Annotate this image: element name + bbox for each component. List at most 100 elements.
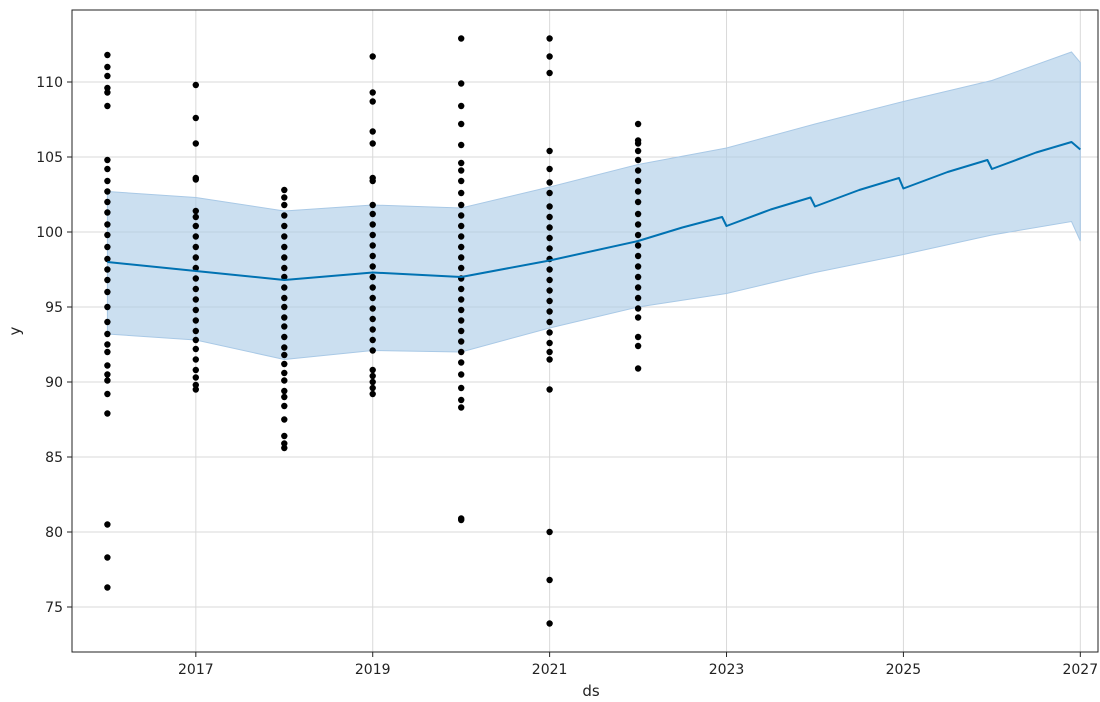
observed-point: [458, 80, 465, 87]
observed-point: [281, 314, 288, 321]
observed-point: [458, 515, 465, 522]
observed-point: [281, 344, 288, 351]
observed-point: [104, 288, 111, 296]
observed-point: [546, 620, 553, 627]
observed-point: [546, 356, 553, 363]
observed-point: [634, 284, 642, 291]
observed-point: [104, 177, 111, 185]
observed-point: [192, 81, 199, 89]
observed-point: [281, 222, 288, 230]
y-axis-title: y: [6, 326, 24, 335]
observed-point: [458, 177, 465, 185]
observed-point: [546, 339, 553, 347]
observed-point: [634, 365, 642, 372]
observed-point: [458, 338, 465, 345]
observed-point: [458, 371, 465, 378]
x-tick-label: 2027: [1062, 662, 1098, 678]
observed-point: [281, 233, 288, 240]
y-tick-label: 75: [45, 600, 63, 616]
observed-point: [369, 372, 376, 380]
observed-point: [369, 336, 376, 344]
x-tick-label: 2017: [178, 662, 214, 678]
observed-point: [546, 287, 553, 294]
observed-point: [546, 213, 553, 221]
observed-point: [192, 381, 199, 389]
observed-point: [104, 348, 111, 356]
observed-point: [458, 159, 465, 167]
observed-point: [369, 315, 376, 323]
observed-point: [546, 528, 553, 536]
observed-point: [369, 231, 376, 239]
forecast-line: [107, 141, 1081, 281]
x-ticks: 2017 2019 2021 2023 2025 2027: [178, 652, 1098, 678]
observed-point: [281, 201, 288, 209]
observed-point: [458, 306, 465, 314]
observed-point: [369, 53, 376, 60]
observed-point: [369, 221, 376, 228]
observed-point: [104, 165, 111, 173]
observed-point: [281, 243, 288, 251]
observed-point: [634, 263, 642, 270]
observed-point: [192, 222, 199, 230]
observed-point: [281, 402, 288, 410]
observed-point: [634, 177, 642, 185]
observed-point: [369, 174, 376, 182]
observed-point: [104, 410, 111, 417]
observed-point: [281, 273, 288, 281]
observed-point: [369, 263, 376, 270]
observed-point: [458, 327, 465, 335]
observed-point: [634, 120, 642, 128]
observed-point: [104, 330, 111, 338]
observed-point: [369, 378, 376, 386]
y-tick-label: 100: [36, 225, 63, 241]
observed-point: [369, 326, 376, 333]
observed-point: [369, 294, 376, 302]
observed-point: [634, 252, 642, 260]
observed-point: [192, 233, 199, 240]
y-tick-label: 80: [45, 525, 63, 541]
observed-point: [458, 120, 465, 128]
observed-point: [104, 276, 111, 284]
y-ticks: 75 80 85 90 95 100 105 110: [36, 75, 72, 616]
observed-point: [192, 327, 199, 335]
observed-point: [104, 341, 111, 348]
observed-point: [458, 317, 465, 324]
observed-point: [192, 207, 199, 215]
x-tick-label: 2019: [355, 662, 391, 678]
observed-point: [634, 167, 642, 174]
observed-point: [104, 318, 111, 326]
observed-point: [369, 98, 376, 105]
observed-point: [458, 285, 465, 293]
observed-point: [281, 440, 288, 447]
observed-point: [546, 147, 553, 155]
observed-point: [104, 72, 111, 80]
observed-point: [104, 584, 111, 591]
y-tick-label: 105: [36, 150, 63, 166]
observed-point: [281, 323, 288, 330]
observed-point: [546, 386, 553, 393]
observed-point: [192, 317, 199, 324]
observed-point: [104, 303, 111, 311]
observed-point: [634, 294, 642, 302]
observed-point: [192, 336, 199, 344]
observed-point: [192, 345, 199, 353]
observed-point: [192, 275, 199, 282]
observed-point: [369, 347, 376, 354]
observed-point: [281, 377, 288, 384]
observed-point: [104, 521, 111, 528]
observed-point: [458, 296, 465, 303]
x-axis-title: ds: [582, 682, 600, 700]
observed-point: [634, 210, 642, 218]
observed-point: [546, 266, 553, 273]
observed-point: [281, 284, 288, 291]
observed-point: [546, 224, 553, 231]
observed-point: [458, 384, 465, 392]
observed-point: [458, 404, 465, 411]
observed-point: [634, 342, 642, 350]
observed-point: [104, 377, 111, 384]
y-tick-label: 110: [36, 75, 63, 91]
observed-point: [104, 156, 111, 164]
uncertainty-band-layer: [106, 51, 1081, 361]
observed-point: [192, 374, 199, 381]
